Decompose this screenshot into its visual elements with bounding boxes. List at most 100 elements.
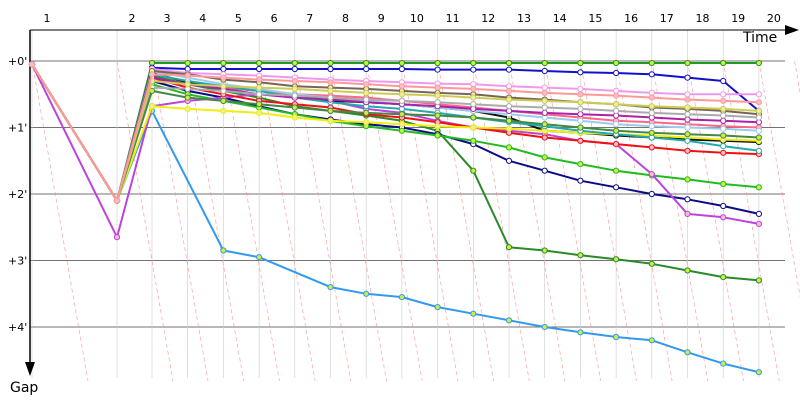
data-point	[577, 85, 584, 93]
data-point	[184, 81, 191, 88]
data-point	[505, 244, 513, 251]
data-point	[648, 171, 655, 178]
x-tick-label: 19	[731, 12, 745, 25]
data-point	[684, 131, 691, 138]
data-point	[220, 107, 227, 115]
data-point	[720, 112, 727, 119]
data-point	[434, 112, 441, 119]
data-point	[648, 129, 655, 136]
data-point	[684, 349, 691, 356]
x-tick-label: 7	[306, 12, 313, 25]
data-point	[256, 84, 263, 91]
lap-diagonal-guide	[365, 60, 423, 382]
data-point	[327, 94, 334, 101]
data-point	[541, 97, 548, 105]
x-tick-label: 2	[129, 12, 136, 25]
data-point	[220, 65, 227, 73]
data-point	[184, 59, 191, 67]
x-tick-label: 12	[481, 12, 495, 25]
data-point	[470, 66, 477, 73]
data-point	[505, 144, 513, 151]
series-line	[28, 61, 763, 204]
x-tick-label: 18	[696, 12, 710, 25]
series-path	[31, 63, 760, 374]
x-tick-label: 17	[660, 12, 674, 25]
data-point	[577, 329, 584, 336]
lap-diagonal-guide	[330, 60, 387, 382]
data-point	[684, 59, 691, 67]
lap-diagonal-guide	[722, 60, 780, 382]
lap-diagonal-guide	[687, 60, 744, 382]
data-point	[684, 104, 691, 111]
data-point	[505, 117, 513, 124]
data-point	[720, 180, 727, 188]
series-path	[31, 63, 760, 215]
data-point	[505, 125, 513, 132]
lap-diagonal-guide	[258, 60, 316, 382]
lap-diagonal-guide	[187, 60, 245, 382]
data-point	[363, 65, 370, 73]
series-path	[31, 63, 760, 202]
data-point	[327, 79, 334, 86]
data-point	[541, 89, 548, 97]
data-point	[291, 85, 298, 93]
data-point	[363, 89, 370, 97]
data-point	[541, 323, 548, 331]
data-point	[577, 117, 584, 124]
data-point	[755, 210, 763, 217]
series-path	[31, 63, 760, 202]
data-point	[256, 65, 263, 73]
data-point	[755, 220, 763, 227]
series-path	[31, 63, 760, 239]
data-point	[541, 121, 548, 128]
data-point	[720, 360, 727, 367]
data-point	[291, 77, 298, 85]
data-point	[613, 184, 620, 191]
data-point	[363, 96, 370, 103]
lap-diagonal-guides	[31, 60, 800, 382]
data-point	[684, 176, 691, 183]
data-point	[434, 123, 441, 130]
data-point	[648, 109, 655, 117]
data-point	[113, 197, 121, 204]
lap-diagonal-guide	[294, 60, 352, 382]
data-point	[755, 59, 763, 67]
series-line	[28, 61, 763, 204]
series-path	[31, 63, 759, 202]
data-point	[720, 143, 727, 150]
data-point	[755, 184, 763, 191]
data-point	[256, 101, 263, 108]
data-point	[256, 109, 263, 117]
data-point	[327, 284, 334, 291]
data-point	[613, 333, 620, 341]
data-point	[398, 127, 405, 134]
data-point	[505, 317, 513, 324]
data-point	[541, 104, 548, 111]
data-point	[470, 101, 477, 108]
data-point	[755, 134, 763, 141]
data-point	[398, 121, 405, 128]
lap-diagonal-guide	[615, 60, 673, 382]
data-point	[220, 97, 227, 105]
data-point	[363, 290, 370, 297]
data-point	[720, 202, 727, 210]
data-point	[684, 124, 691, 131]
lap-diagonal-guide	[794, 60, 800, 94]
data-point	[720, 214, 727, 221]
data-point	[684, 147, 691, 154]
data-point	[434, 59, 441, 67]
data-point	[256, 91, 263, 98]
series-path	[31, 63, 759, 202]
data-point	[720, 59, 727, 67]
data-point	[577, 99, 584, 106]
x-tick-label: 9	[378, 12, 385, 25]
data-point	[613, 127, 620, 134]
data-point	[470, 94, 477, 101]
lap-diagonal-guide	[401, 60, 459, 382]
data-point	[434, 92, 441, 99]
data-point	[434, 66, 441, 73]
data-point	[541, 109, 548, 117]
data-point	[684, 267, 691, 274]
data-point	[541, 167, 548, 174]
